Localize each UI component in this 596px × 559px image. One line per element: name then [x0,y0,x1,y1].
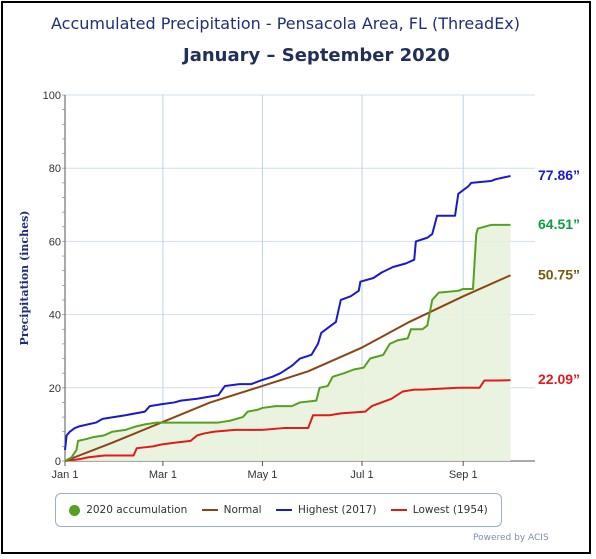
legend-label: 2020 accumulation [86,504,188,516]
legend-item-normal[interactable]: Normal [201,504,262,516]
chart-subtitle: January – September 2020 [181,45,450,66]
end-label-normal: 50.75” [538,266,580,282]
legend-marker [69,504,81,516]
end-label-2020: 64.51” [538,216,580,232]
legend-item-2020[interactable]: 2020 accumulation [69,504,187,516]
series-area-0 [65,224,511,461]
legend-item-lowest[interactable]: Lowest (1954) [390,504,488,516]
y-axis-label: Precipitation (inches) [18,211,31,346]
plot-area: 0 20 40 60 80 100 Jan 1 Mar 1 May 1 Jul 1 Sep 1 64.… [43,90,580,481]
x-tick-label: May 1 [247,469,277,481]
legend-item-highest[interactable]: Highest (2017) [275,504,377,516]
y-tick-label: 20 [49,383,61,395]
end-label-highest: 77.86” [538,167,580,183]
y-tick-label: 40 [49,310,61,322]
legend-marker [390,509,407,511]
y-tick-label: 60 [49,236,61,248]
chart: Accumulated Precipitation - Pensacola Ar… [18,14,580,481]
credit-link[interactable]: Powered by ACIS [473,533,549,543]
legend-label: Normal [223,504,262,516]
x-tick-label: Sep 1 [449,469,478,481]
legend-label: Lowest (1954) [412,504,488,516]
x-tick-label: Jan 1 [52,469,79,481]
legend-marker [275,509,292,511]
y-tick-label: 100 [43,90,61,102]
y-tick-label: 0 [55,456,61,468]
series-line-2020 [64,223,511,462]
series-line-highest [64,175,511,451]
x-tick-label: Mar 1 [149,469,177,481]
legend-marker [201,509,218,511]
legend-label: Highest (2017) [297,504,377,516]
x-tick-label: Jul 1 [350,469,373,481]
chart-frame: Accumulated Precipitation - Pensacola Ar… [1,1,591,554]
series-line-lowest [64,379,511,462]
legend: 2020 accumulation Normal Highest (2017) … [55,493,502,527]
y-tick-label: 80 [49,163,61,175]
chart-title: Accumulated Precipitation - Pensacola Ar… [51,14,520,33]
end-label-lowest: 22.09” [538,371,580,387]
series-line-normal [64,274,511,462]
